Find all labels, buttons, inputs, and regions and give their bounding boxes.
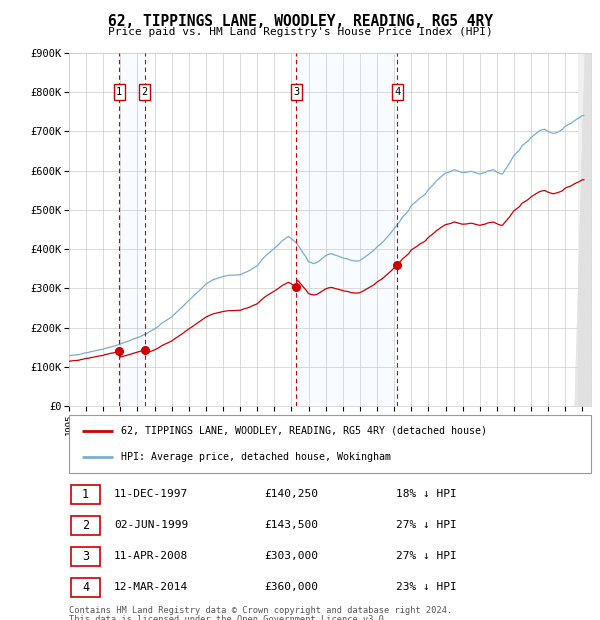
Text: 12-MAR-2014: 12-MAR-2014 <box>114 582 188 592</box>
Text: 02-JUN-1999: 02-JUN-1999 <box>114 520 188 530</box>
Text: 3: 3 <box>293 87 299 97</box>
FancyBboxPatch shape <box>71 485 100 503</box>
Text: 2: 2 <box>142 87 148 97</box>
Polygon shape <box>578 53 591 406</box>
Text: 11-APR-2008: 11-APR-2008 <box>114 551 188 561</box>
FancyBboxPatch shape <box>69 415 591 473</box>
Text: £360,000: £360,000 <box>264 582 318 592</box>
FancyBboxPatch shape <box>71 516 100 534</box>
Text: This data is licensed under the Open Government Licence v3.0.: This data is licensed under the Open Gov… <box>69 615 389 620</box>
Text: 62, TIPPINGS LANE, WOODLEY, READING, RG5 4RY: 62, TIPPINGS LANE, WOODLEY, READING, RG5… <box>107 14 493 29</box>
Text: 11-DEC-1997: 11-DEC-1997 <box>114 489 188 499</box>
Text: 1: 1 <box>82 488 89 500</box>
Text: £140,250: £140,250 <box>264 489 318 499</box>
FancyBboxPatch shape <box>71 578 100 596</box>
Bar <box>296 53 397 406</box>
Text: 27% ↓ HPI: 27% ↓ HPI <box>396 551 457 561</box>
Text: 62, TIPPINGS LANE, WOODLEY, READING, RG5 4RY (detached house): 62, TIPPINGS LANE, WOODLEY, READING, RG5… <box>121 426 487 436</box>
Text: 2: 2 <box>82 519 89 531</box>
Text: £143,500: £143,500 <box>264 520 318 530</box>
Text: Price paid vs. HM Land Registry's House Price Index (HPI): Price paid vs. HM Land Registry's House … <box>107 27 493 37</box>
Text: 1: 1 <box>116 87 122 97</box>
Bar <box>119 53 145 406</box>
Text: 23% ↓ HPI: 23% ↓ HPI <box>396 582 457 592</box>
FancyBboxPatch shape <box>71 547 100 565</box>
Text: 4: 4 <box>394 87 401 97</box>
Text: £303,000: £303,000 <box>264 551 318 561</box>
Text: 18% ↓ HPI: 18% ↓ HPI <box>396 489 457 499</box>
Text: HPI: Average price, detached house, Wokingham: HPI: Average price, detached house, Woki… <box>121 453 391 463</box>
Text: 27% ↓ HPI: 27% ↓ HPI <box>396 520 457 530</box>
Text: 3: 3 <box>82 550 89 562</box>
Text: 4: 4 <box>82 581 89 593</box>
Text: Contains HM Land Registry data © Crown copyright and database right 2024.: Contains HM Land Registry data © Crown c… <box>69 606 452 616</box>
